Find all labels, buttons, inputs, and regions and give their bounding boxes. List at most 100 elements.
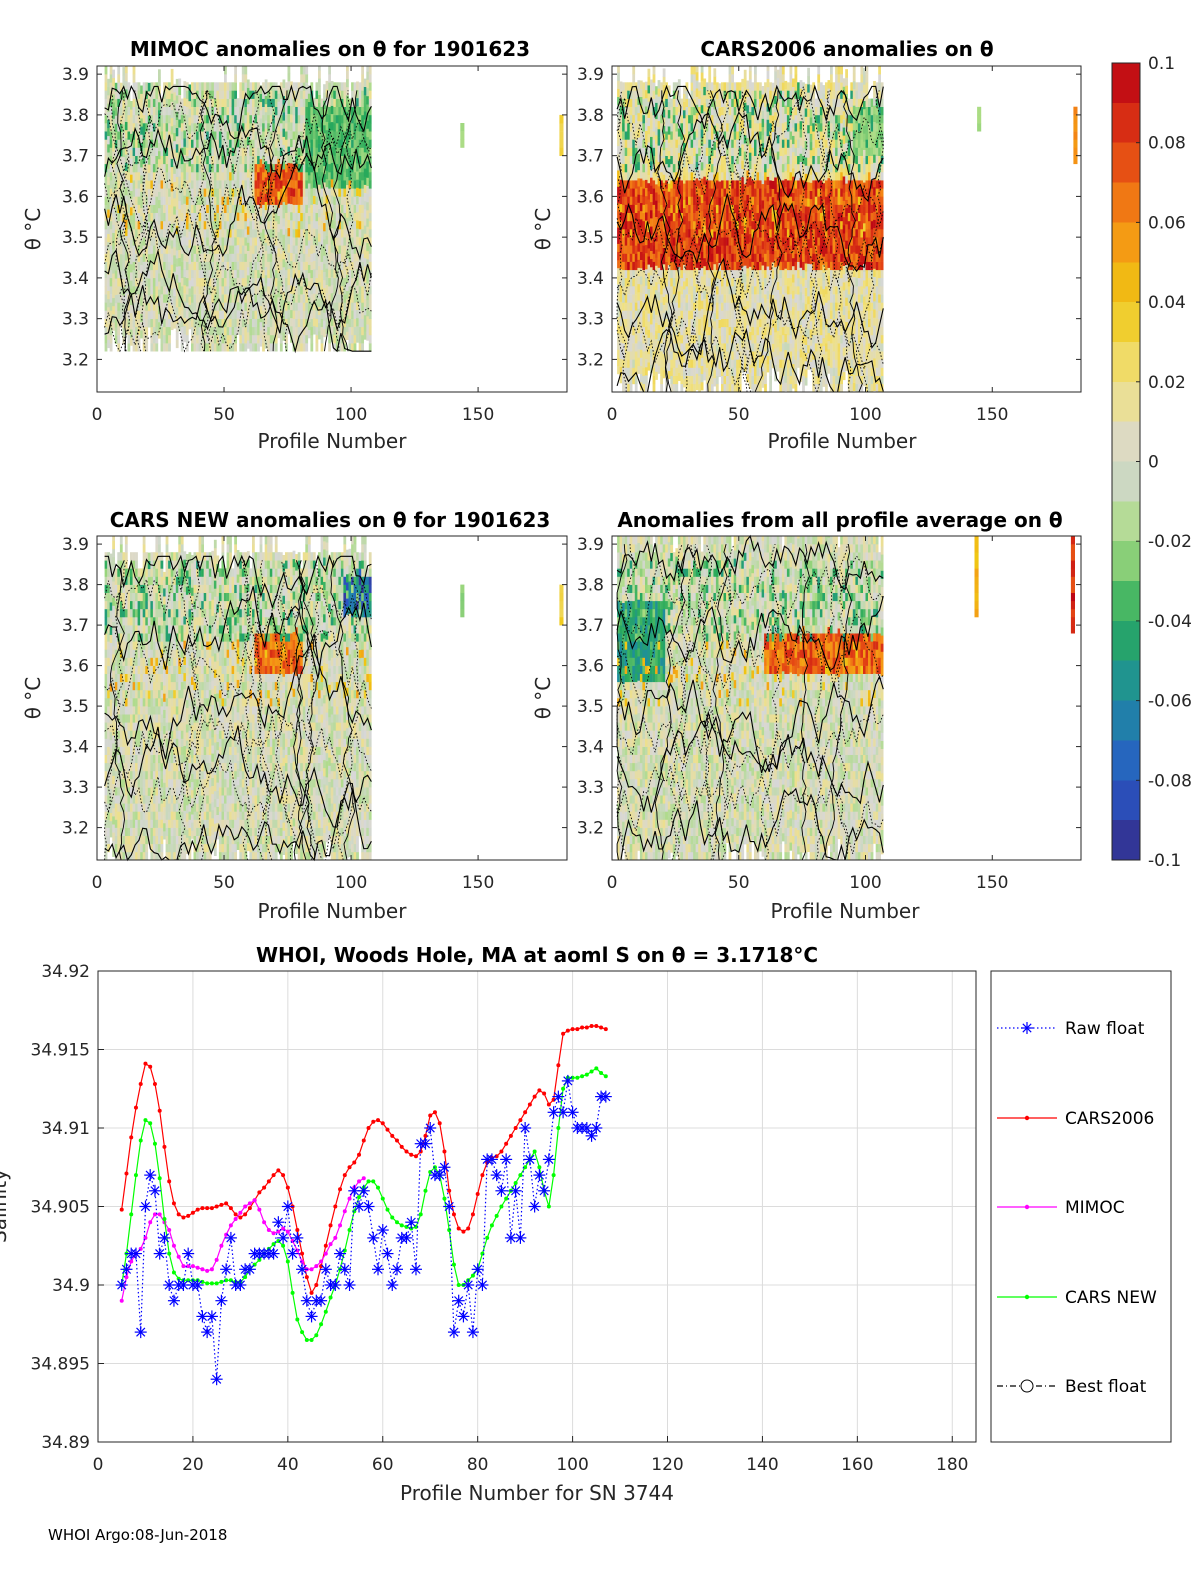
heatmap-cell bbox=[705, 196, 709, 205]
heatmap-cell bbox=[170, 191, 174, 200]
heatmap-cell bbox=[264, 299, 268, 308]
heatmap-cell bbox=[236, 138, 240, 148]
heatmap-cell bbox=[206, 131, 209, 140]
heatmap-cell bbox=[201, 106, 204, 116]
heatmap-cell bbox=[277, 272, 281, 282]
heatmap-cell bbox=[693, 286, 696, 295]
heatmap-cell bbox=[127, 180, 131, 189]
heatmap-cell bbox=[708, 171, 712, 181]
heatmap-cell bbox=[198, 114, 202, 124]
heatmap-cell bbox=[318, 70, 321, 79]
heatmap-cell bbox=[302, 90, 306, 99]
heatmap-cell bbox=[203, 204, 207, 213]
heatmap-cell bbox=[683, 313, 686, 323]
heatmap-cell bbox=[216, 171, 220, 181]
heatmap-cell bbox=[619, 81, 623, 90]
heatmap-cell bbox=[302, 98, 306, 107]
heatmap-cell bbox=[211, 196, 215, 205]
heatmap-cell bbox=[310, 147, 314, 156]
heatmap-cell bbox=[244, 204, 248, 213]
heatmap-cell bbox=[693, 106, 696, 116]
heatmap-cell bbox=[622, 171, 625, 181]
heatmap-cell bbox=[312, 244, 316, 253]
heatmap-cell bbox=[361, 253, 364, 262]
heatmap-cell bbox=[328, 131, 331, 140]
heatmap-cell bbox=[647, 174, 651, 184]
heatmap-cell bbox=[677, 144, 681, 153]
heatmap-cell bbox=[335, 245, 339, 254]
heatmap-cell bbox=[665, 163, 668, 173]
heatmap-cell bbox=[632, 212, 636, 222]
heatmap-cell bbox=[254, 343, 258, 352]
heatmap-cell bbox=[216, 334, 220, 344]
heatmap-cell bbox=[650, 275, 653, 284]
heatmap-cell bbox=[208, 261, 212, 271]
heatmap-cell bbox=[257, 326, 260, 336]
heatmap-cell bbox=[693, 277, 696, 287]
heatmap-cell bbox=[647, 215, 651, 224]
heatmap-cell bbox=[302, 204, 306, 213]
heatmap-cell bbox=[670, 237, 674, 246]
heatmap-cell bbox=[650, 242, 653, 251]
heatmap-cell bbox=[158, 264, 161, 274]
heatmap-cell bbox=[252, 188, 255, 197]
heatmap-cell bbox=[264, 95, 268, 105]
heatmap-cell bbox=[629, 318, 633, 328]
heatmap-cell bbox=[297, 114, 301, 124]
heatmap-cell bbox=[672, 204, 676, 213]
heatmap-cell bbox=[241, 343, 245, 352]
heatmap-cell bbox=[645, 318, 648, 327]
heatmap-cell bbox=[617, 219, 620, 228]
heatmap-cell bbox=[705, 114, 709, 124]
heatmap-cell bbox=[208, 106, 212, 116]
heatmap-cell bbox=[632, 326, 636, 336]
heatmap-cell bbox=[267, 123, 270, 132]
heatmap-cell bbox=[353, 90, 357, 99]
heatmap-cell bbox=[191, 123, 194, 132]
heatmap-cell bbox=[279, 90, 283, 99]
heatmap-cell bbox=[259, 330, 263, 339]
heatmap-cell bbox=[150, 106, 154, 116]
heatmap-cell bbox=[158, 134, 161, 143]
heatmap-cell bbox=[191, 277, 194, 287]
heatmap-cell bbox=[264, 250, 268, 259]
heatmap-cell bbox=[677, 340, 681, 349]
heatmap-cell bbox=[708, 286, 712, 295]
heatmap-cell bbox=[675, 383, 679, 393]
heatmap-cell bbox=[292, 326, 296, 336]
heatmap-cell bbox=[279, 343, 283, 352]
heatmap-cell bbox=[624, 326, 628, 336]
heatmap-cell bbox=[114, 319, 118, 328]
heatmap-cell bbox=[622, 383, 625, 393]
heatmap-cell bbox=[165, 204, 169, 213]
heatmap-cell bbox=[695, 218, 699, 228]
heatmap-cell bbox=[660, 367, 663, 376]
heatmap-cell bbox=[221, 171, 225, 181]
heatmap-cell bbox=[662, 215, 666, 224]
heatmap-cell bbox=[218, 253, 222, 262]
heatmap-cell bbox=[642, 204, 646, 213]
heatmap-cell bbox=[300, 310, 303, 319]
heatmap-cell bbox=[713, 157, 717, 167]
heatmap-cell bbox=[338, 139, 342, 148]
heatmap-cell bbox=[356, 106, 359, 115]
heatmap-cell bbox=[310, 261, 314, 271]
heatmap-cell bbox=[206, 155, 209, 165]
heatmap-cell bbox=[677, 291, 681, 300]
heatmap-cell bbox=[670, 383, 674, 393]
heatmap-cell bbox=[114, 221, 118, 230]
heatmap-cell bbox=[346, 331, 349, 340]
heatmap-cell bbox=[224, 277, 227, 287]
heatmap-cell bbox=[315, 261, 319, 271]
heatmap-cell bbox=[147, 164, 151, 173]
heatmap-cell bbox=[257, 286, 260, 295]
heatmap-cell bbox=[127, 106, 131, 116]
heatmap-cell bbox=[356, 187, 359, 196]
heatmap-cell bbox=[330, 97, 334, 106]
heatmap-cell bbox=[363, 151, 367, 161]
heatmap-cell bbox=[351, 98, 354, 107]
heatmap-cell bbox=[269, 131, 273, 140]
heatmap-cell bbox=[218, 171, 222, 181]
heatmap-cell bbox=[185, 286, 189, 295]
heatmap-cell bbox=[165, 98, 169, 107]
